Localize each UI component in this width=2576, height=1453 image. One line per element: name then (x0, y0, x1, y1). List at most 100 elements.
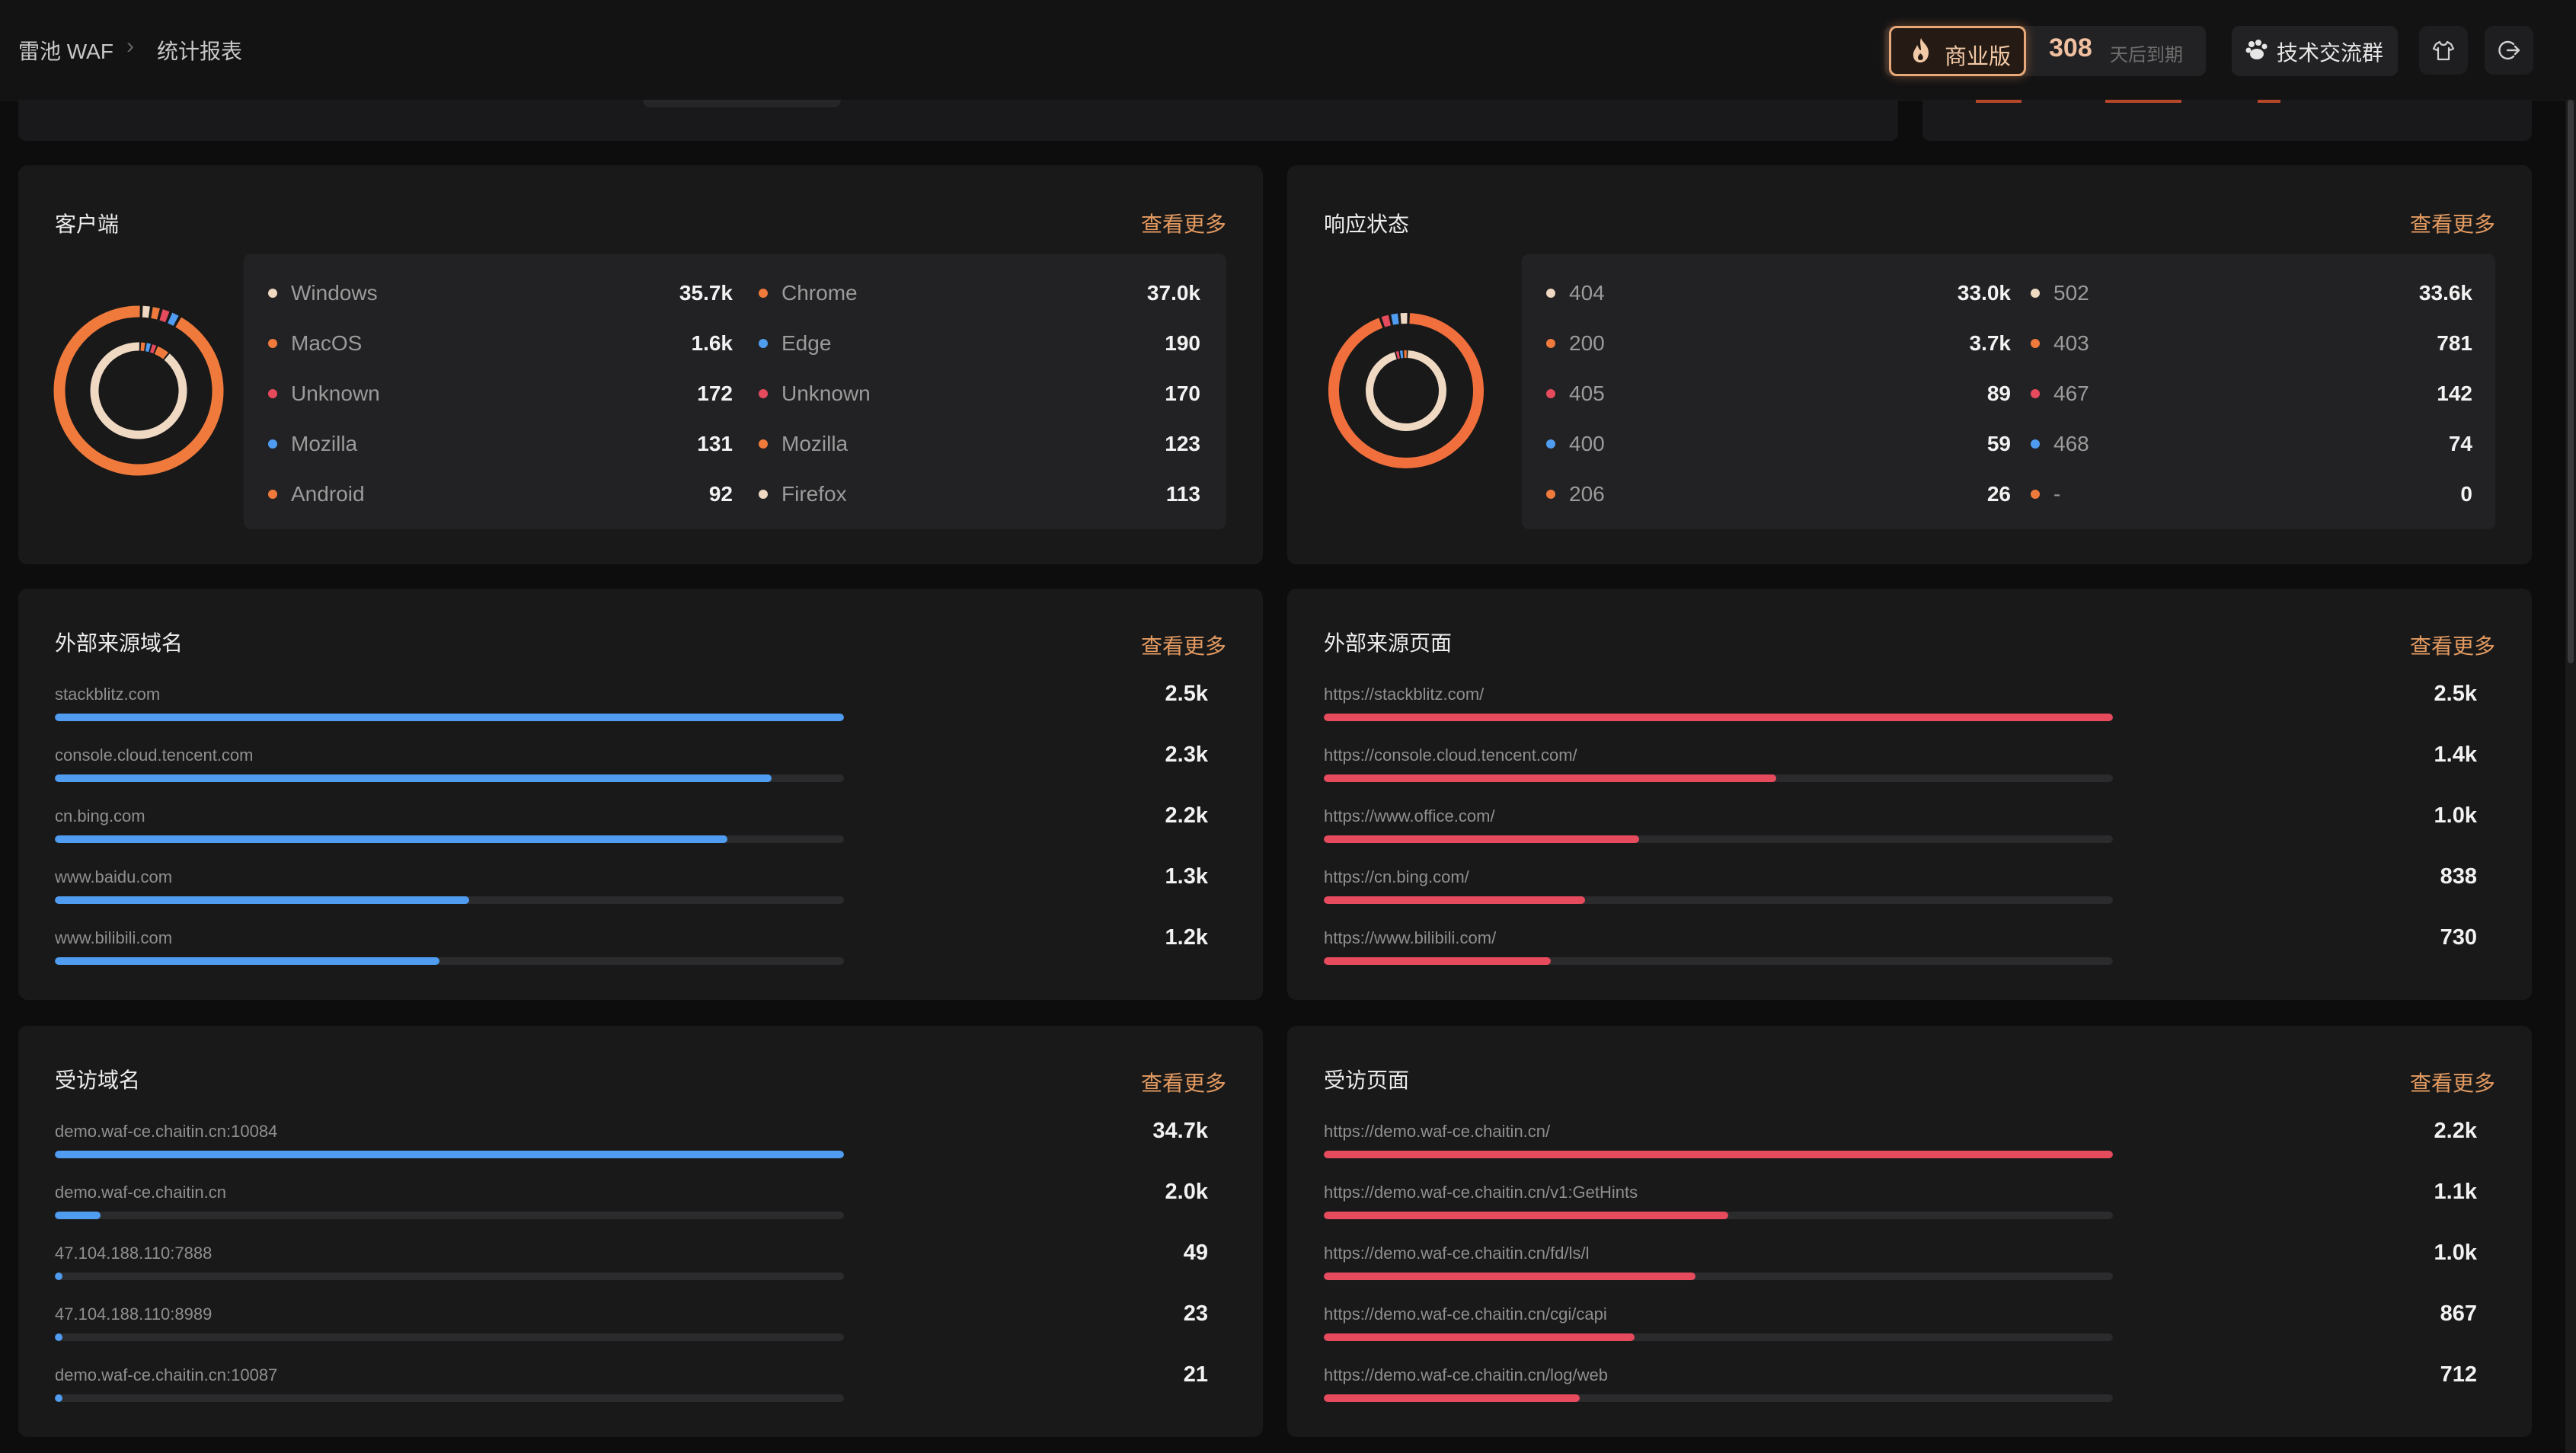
referrer-domains-view-more-link[interactable]: 查看更多 (1140, 634, 1226, 658)
donut-slice[interactable] (90, 342, 187, 439)
legend-label: 206 (1569, 482, 1605, 506)
status-code-item: 502 33.6k (2031, 278, 2472, 308)
edition-badge[interactable]: 商业版 (1889, 26, 2026, 76)
donut-slice[interactable] (1391, 313, 1399, 325)
bar-fill (55, 957, 439, 965)
page-title: 统计报表 (157, 40, 243, 63)
legend-value: 190 (1165, 331, 1200, 355)
bar-track (55, 1273, 844, 1280)
bar-row[interactable]: https://www.bilibili.com/730 (1306, 925, 2477, 974)
donut-slice[interactable] (154, 346, 168, 359)
bar-label: 47.104.188.110:7888 (55, 1244, 213, 1263)
bar-row[interactable]: stackblitz.com 2.5k (37, 682, 1208, 730)
bar-track (1324, 1273, 2113, 1280)
bar-track (1324, 774, 2113, 782)
breadcrumb-separator-icon: › (126, 34, 134, 59)
status-view-more-link[interactable]: 查看更多 (2409, 212, 2495, 236)
status-donut-chart (1328, 313, 1484, 468)
bar-row[interactable]: www.baidu.com 1.3k (37, 864, 1208, 913)
client-browser-item: Chrome 37.0k (759, 278, 1200, 308)
donut-slice[interactable] (149, 344, 157, 354)
bar-row[interactable]: https://demo.waf-ce.chaitin.cn/2.2k (1306, 1119, 2477, 1167)
bar-row[interactable]: 47.104.188.110:8989 23 (37, 1301, 1208, 1350)
bar-row[interactable]: https://console.cloud.tencent.com/1.4k (1306, 742, 2477, 791)
bar-value: 1.0k (2434, 1241, 2477, 1265)
client-panel: 客户端 查看更多 Windows 35.7k MacOS 1.6k Unknown 172… (18, 165, 1263, 564)
legend-dot-icon (1546, 339, 1555, 348)
referrer-pages-view-more-link[interactable]: 查看更多 (2409, 634, 2495, 658)
scrollbar-thumb[interactable] (2568, 100, 2574, 663)
bar-row[interactable]: https://demo.waf-ce.chaitin.cn/v1:GetHin… (1306, 1180, 2477, 1228)
bar-row[interactable]: https://demo.waf-ce.chaitin.cn/log/web 71… (1306, 1362, 2477, 1411)
legend-label: Mozilla (291, 432, 358, 455)
status-code-item: 400 59 (1546, 429, 2011, 459)
legend-value: 35.7k (679, 281, 733, 305)
bar-row[interactable]: https://cn.bing.com/838 (1306, 864, 2477, 913)
bar-row[interactable]: demo.waf-ce.chaitin.cn:10084 34.7k (37, 1119, 1208, 1167)
client-view-more-link[interactable]: 查看更多 (1140, 212, 1226, 236)
bar-track (55, 1394, 844, 1402)
bar-value: 23 (1183, 1301, 1208, 1326)
bar-row[interactable]: console.cloud.tencent.com 2.3k (37, 742, 1208, 791)
legend-value: 33.6k (2418, 281, 2472, 305)
legend-label: Android (291, 482, 365, 506)
bar-row[interactable]: www.bilibili.com 1.2k (37, 925, 1208, 974)
breadcrumb-app-name[interactable]: 雷池 WAF (18, 40, 113, 63)
legend-dot-icon (759, 389, 768, 398)
bar-label: demo.waf-ce.chaitin.cn:10084 (55, 1122, 278, 1141)
referrer-pages-title: 外部来源页面 (1324, 631, 1453, 655)
bar-value: 2.0k (1165, 1180, 1208, 1204)
bar-label: https://www.bilibili.com/ (1324, 928, 1497, 947)
donut-slice[interactable] (53, 305, 224, 476)
legend-label: Mozilla (781, 432, 849, 455)
bar-label: https://demo.waf-ce.chaitin.cn/v1:GetHin… (1324, 1183, 1638, 1202)
donut-slice[interactable] (145, 343, 151, 353)
previous-chart-remnant (2105, 100, 2181, 103)
bar-row[interactable]: cn.bing.com 2.2k (37, 803, 1208, 852)
bar-row[interactable]: 47.104.188.110:7888 49 (37, 1241, 1208, 1289)
bar-row[interactable]: https://www.office.com/1.0k (1306, 803, 2477, 852)
donut-slice[interactable] (151, 307, 160, 320)
bar-label: stackblitz.com (55, 685, 161, 704)
bar-label: www.bilibili.com (55, 928, 173, 947)
donut-slice[interactable] (159, 309, 170, 323)
logout-button[interactable] (2485, 26, 2533, 75)
client-browser-item: Firefox 113 (759, 479, 1200, 509)
theme-button[interactable] (2419, 26, 2468, 75)
donut-slice[interactable] (168, 312, 179, 326)
bar-fill (1324, 1394, 1580, 1402)
bar-fill (55, 1394, 62, 1402)
bar-label: cn.bing.com (55, 806, 145, 825)
bar-row[interactable]: https://demo.waf-ce.chaitin.cn/fd/ls/l 1.… (1306, 1241, 2477, 1289)
legend-value: 172 (697, 382, 733, 405)
bar-track (55, 774, 844, 782)
bar-value: 2.2k (1165, 803, 1208, 828)
bar-label: https://cn.bing.com/ (1324, 867, 1469, 886)
bar-row[interactable]: demo.waf-ce.chaitin.cn:10087 21 (37, 1362, 1208, 1411)
bar-value: 712 (2440, 1362, 2477, 1387)
donut-slice[interactable] (1381, 315, 1392, 327)
bar-value: 867 (2440, 1301, 2477, 1326)
bar-row[interactable]: demo.waf-ce.chaitin.cn 2.0k (37, 1180, 1208, 1228)
bar-label: https://demo.waf-ce.chaitin.cn/fd/ls/l (1324, 1244, 1590, 1263)
status-code-item: 468 74 (2031, 429, 2472, 459)
bar-fill (55, 774, 772, 782)
legend-dot-icon (2031, 439, 2040, 449)
bar-row[interactable]: https://stackblitz.com/2.5k (1306, 682, 2477, 730)
legend-label: 200 (1569, 331, 1605, 355)
previous-chart-remnant (2258, 100, 2280, 103)
page-scrollbar[interactable] (2565, 100, 2576, 1453)
legend-value: 89 (1986, 382, 2011, 405)
bar-row[interactable]: https://demo.waf-ce.chaitin.cn/cgi/capi 8… (1306, 1301, 2477, 1350)
legend-dot-icon (2031, 389, 2040, 398)
bar-track (55, 896, 844, 904)
legend-label: Unknown (291, 382, 380, 405)
donut-slice[interactable] (1395, 350, 1400, 359)
donut-slice[interactable] (1366, 350, 1446, 431)
bar-track (1324, 1333, 2113, 1341)
donut-slice[interactable] (1328, 313, 1484, 468)
visited-domains-view-more-link[interactable]: 查看更多 (1140, 1071, 1226, 1095)
visited-pages-view-more-link[interactable]: 查看更多 (2409, 1071, 2495, 1095)
legend-dot-icon (2031, 339, 2040, 348)
donut-slice[interactable] (142, 305, 150, 318)
